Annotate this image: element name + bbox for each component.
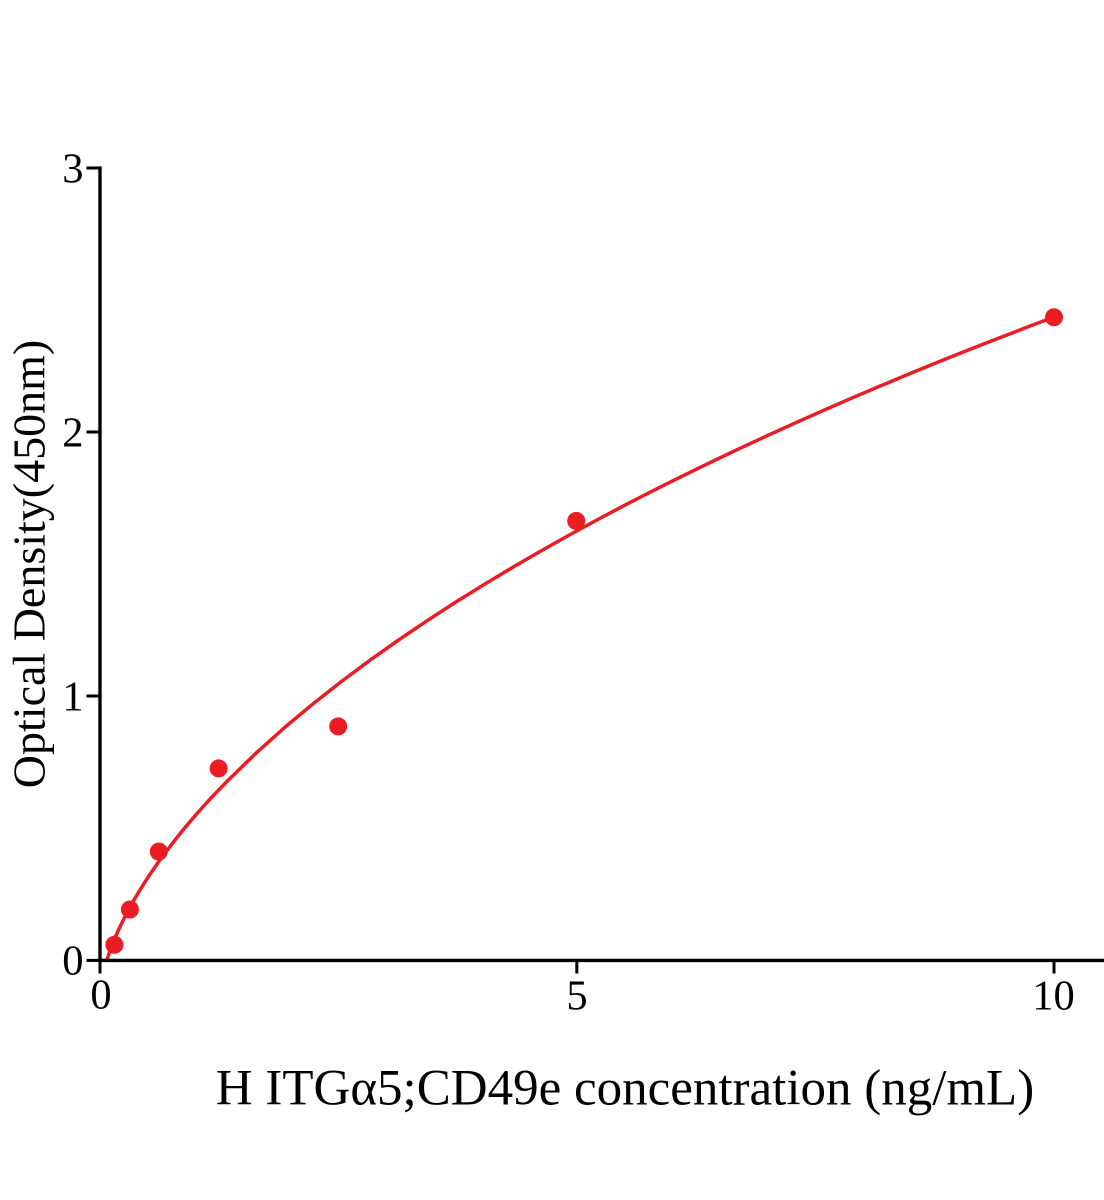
svg-text:3: 3 [62, 146, 83, 193]
svg-text:1: 1 [62, 674, 83, 721]
svg-text:0: 0 [90, 972, 111, 1019]
svg-text:5: 5 [566, 972, 587, 1019]
svg-text:0: 0 [62, 938, 83, 985]
svg-text:Optical Density(450nm): Optical Density(450nm) [4, 340, 55, 788]
svg-text:H ITGα5;CD49e concentration (n: H ITGα5;CD49e concentration (ng/mL) [216, 1061, 1034, 1117]
svg-text:2: 2 [62, 410, 83, 457]
svg-text:10: 10 [1032, 972, 1075, 1019]
